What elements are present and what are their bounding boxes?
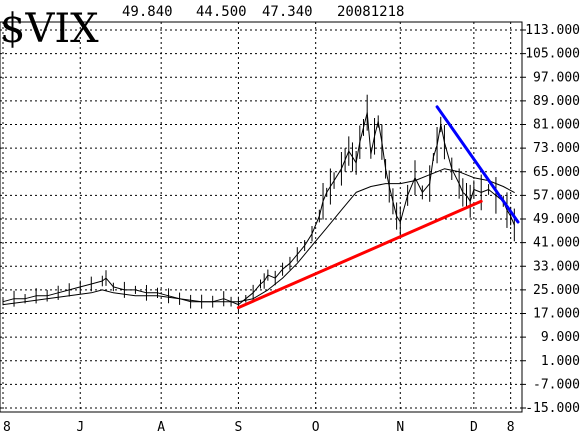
y-tick-label: 81.000: [533, 118, 580, 133]
y-tick-label: 33.000: [533, 259, 580, 274]
y-tick-label: 113.000: [525, 23, 580, 38]
plot-frame: [0, 21, 523, 413]
header-value-1: 49.840: [122, 4, 173, 20]
y-tick-label: 89.000: [533, 94, 580, 109]
x-tick-label: J: [76, 420, 84, 435]
y-tick-label: 9.000: [541, 330, 580, 345]
header-date: 20081218: [337, 4, 404, 20]
y-tick-label: 1.000: [541, 354, 580, 369]
x-tick-label: O: [312, 420, 320, 435]
y-tick-label: 97.000: [533, 70, 580, 85]
price-line: [2, 112, 515, 306]
y-tick-label: 57.000: [533, 188, 580, 203]
x-tick-label: A: [157, 420, 165, 435]
symbol-title: $VIX: [0, 6, 99, 52]
y-axis-ticks: 113.000 105.000 97.000 89.000 81.000 73.000 65…: [522, 23, 580, 416]
trendline: [435, 105, 520, 224]
x-axis-ticks: 8 J A S O N D 8: [3, 420, 515, 435]
x-tick-label: 8: [507, 420, 515, 435]
y-tick-label: 25.000: [533, 283, 580, 298]
trendline: [236, 199, 483, 310]
x-tick-label: 8: [3, 420, 11, 435]
header-value-3: 47.340: [262, 4, 313, 20]
y-tick-label: 41.000: [533, 236, 580, 251]
y-tick-label: 65.000: [533, 165, 580, 180]
header-value-2: 44.500: [196, 4, 247, 20]
series-group: [2, 94, 520, 313]
moving-average-line: [2, 168, 515, 306]
x-tick-label: D: [470, 420, 478, 435]
x-tick-label: N: [396, 420, 404, 435]
y-tick-label: 73.000: [533, 141, 580, 156]
y-tick-label: 17.000: [533, 307, 580, 322]
y-tick-label: -15.000: [525, 401, 580, 416]
x-tick-label: S: [235, 420, 243, 435]
y-tick-label: 105.000: [525, 47, 580, 62]
y-tick-label: -7.000: [533, 377, 580, 392]
y-tick-label: 49.000: [533, 212, 580, 227]
